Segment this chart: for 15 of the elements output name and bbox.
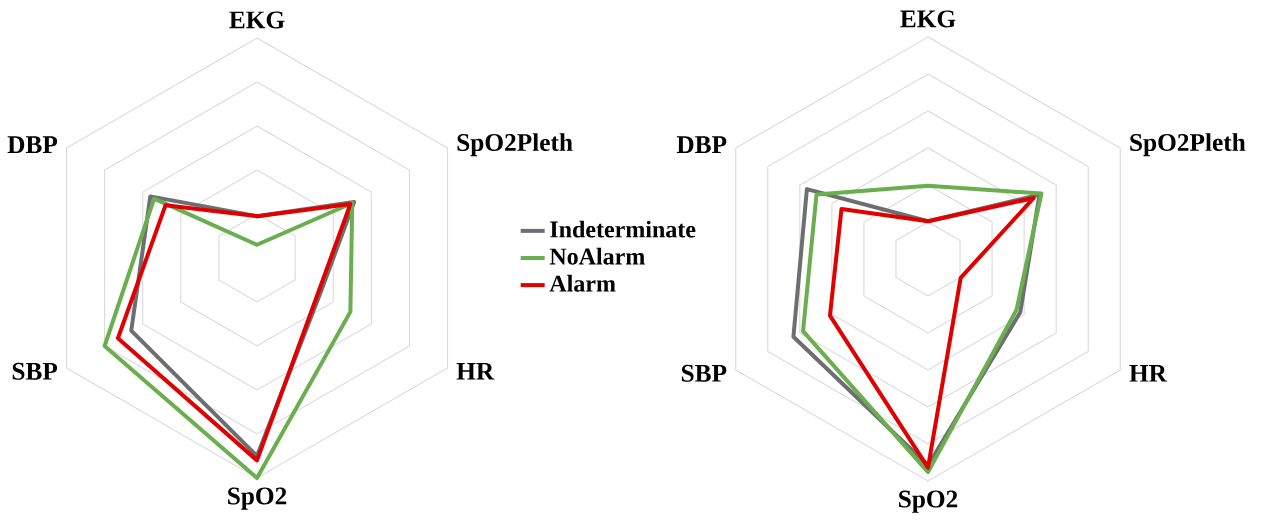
spoke-label: DBP [7,136,58,154]
legend-label: NoAlarm [549,247,645,265]
spoke-label: EKG [229,11,285,29]
spoke-label: SpO2 [228,487,287,510]
spoke-label: SBP [681,364,727,382]
spoke-label: EKG [900,10,956,28]
spoke-label: HR [456,363,495,380]
spoke-label: SpO2 [899,490,958,513]
spoke-label: DBP [676,136,727,153]
spoke-label: HR [1129,365,1168,382]
spoke-label: SBP [12,362,58,380]
legend-label: Indeterminate [550,220,696,238]
spoke-label: SpO2Pleth [457,133,573,157]
legend-label: Alarm [549,274,616,292]
spoke-label: SpO2Pleth [1130,133,1246,157]
